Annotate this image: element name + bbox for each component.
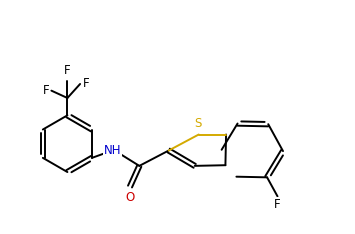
Text: S: S — [195, 117, 202, 130]
Text: F: F — [43, 84, 49, 97]
Text: NH: NH — [104, 144, 121, 157]
Text: F: F — [274, 198, 281, 211]
Text: F: F — [82, 77, 89, 90]
Text: F: F — [64, 64, 71, 77]
Text: O: O — [125, 190, 134, 204]
